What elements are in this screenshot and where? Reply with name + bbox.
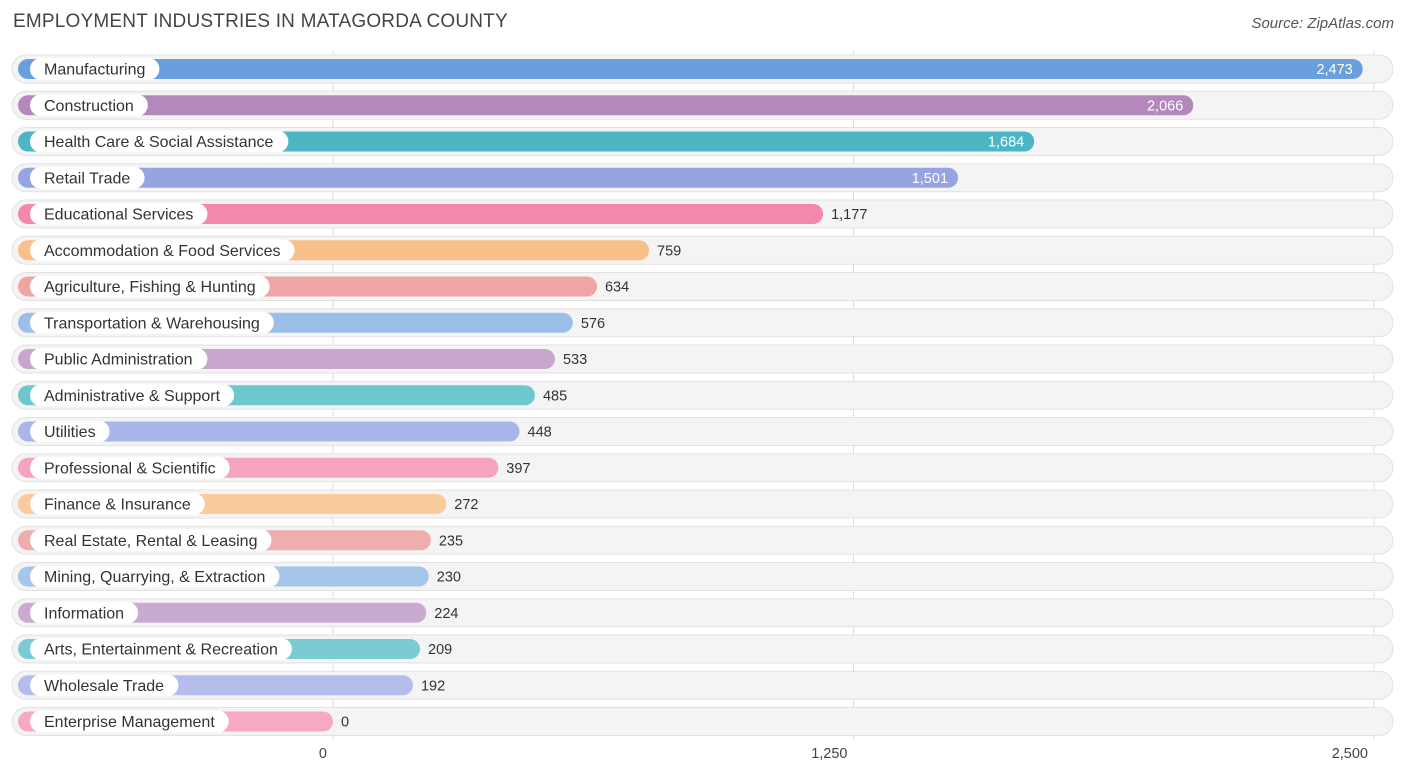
value-label: 397 <box>506 461 530 477</box>
category-label: Information <box>44 605 124 622</box>
value-label: 2,473 <box>1316 62 1352 78</box>
category-label: Agriculture, Fishing & Hunting <box>44 279 256 296</box>
category-label: Manufacturing <box>44 62 145 79</box>
category-label-pill <box>30 710 229 733</box>
category-label: Professional & Scientific <box>44 460 216 477</box>
value-label: 759 <box>657 243 681 259</box>
category-label-pill <box>30 601 139 624</box>
category-label: Transportation & Warehousing <box>44 315 260 332</box>
category-label: Real Estate, Rental & Leasing <box>44 533 257 550</box>
category-label-pill <box>30 420 110 443</box>
value-label: 533 <box>563 352 587 368</box>
row-track <box>11 707 1394 736</box>
category-label: Mining, Quarrying, & Extraction <box>44 569 265 586</box>
category-label: Finance & Insurance <box>44 497 191 514</box>
value-label: 576 <box>581 316 605 332</box>
bar <box>18 204 824 224</box>
category-label-pill <box>30 239 295 262</box>
value-label: 235 <box>439 533 463 549</box>
bar <box>18 95 1194 116</box>
value-label: 230 <box>437 570 461 586</box>
category-label: Health Care & Social Assistance <box>44 134 274 151</box>
category-label-pill <box>30 166 145 189</box>
category-label-pill <box>30 456 230 479</box>
value-label: 224 <box>434 606 458 622</box>
category-label-pill <box>30 529 272 552</box>
value-label: 192 <box>421 678 445 694</box>
category-label: Utilities <box>44 424 96 441</box>
category-label-pill <box>30 275 270 298</box>
category-label-pill <box>30 384 235 407</box>
category-label: Wholesale Trade <box>44 678 164 695</box>
category-label: Administrative & Support <box>44 388 221 405</box>
category-label: Retail Trade <box>44 170 130 187</box>
category-label: Enterprise Management <box>44 714 215 731</box>
category-label-pill <box>30 311 274 334</box>
category-label-pill <box>30 638 292 660</box>
category-label: Construction <box>44 98 134 115</box>
category-label: Accommodation & Food Services <box>44 243 281 260</box>
value-label: 448 <box>528 425 552 441</box>
value-label: 272 <box>454 497 478 513</box>
x-tick-label: 1,250 <box>811 746 847 762</box>
category-label: Arts, Entertainment & Recreation <box>44 642 278 659</box>
value-label: 634 <box>605 280 629 296</box>
category-label-pill <box>30 94 148 117</box>
category-label-pill <box>30 493 205 515</box>
category-label-pill <box>30 130 289 153</box>
x-axis-ticks: 0 1,250 2,500 <box>319 746 1368 762</box>
category-label-pill <box>30 565 280 588</box>
bar <box>18 59 1363 79</box>
value-label: 485 <box>543 388 567 404</box>
value-label: 0 <box>341 715 349 731</box>
value-label: 1,684 <box>988 135 1024 151</box>
value-label: 209 <box>428 642 452 658</box>
bar-rows: Manufacturing 2,473 Construction 2,066 Healt… <box>11 54 1394 736</box>
bar <box>18 167 959 188</box>
bar <box>18 421 520 442</box>
category-label-pill <box>30 348 208 370</box>
category-label: Educational Services <box>44 207 193 224</box>
category-label-pill <box>30 203 208 225</box>
chart-source: Source: ZipAtlas.com <box>1251 15 1394 32</box>
category-label-pill <box>30 674 179 697</box>
value-label: 2,066 <box>1147 98 1183 114</box>
x-tick-label: 2,500 <box>1332 746 1368 762</box>
value-label: 1,501 <box>912 171 948 187</box>
value-label: 1,177 <box>831 207 867 223</box>
category-label-pill <box>30 58 160 80</box>
chart-title: EMPLOYMENT INDUSTRIES IN MATAGORDA COUNT… <box>13 11 508 32</box>
x-tick-label: 0 <box>319 746 327 762</box>
category-label: Public Administration <box>44 352 193 369</box>
